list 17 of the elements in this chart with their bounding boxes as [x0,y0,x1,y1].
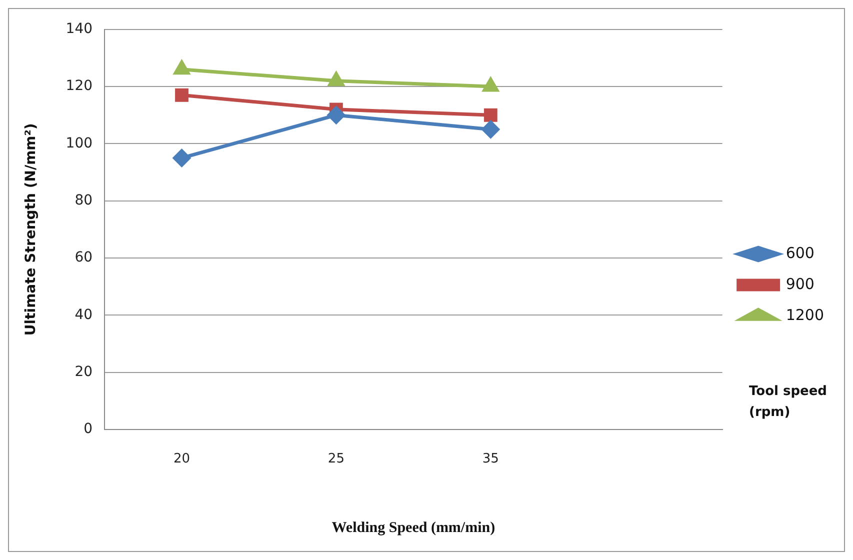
y-tick-label: 120 [66,78,93,94]
x-tick-label: 35 [482,452,499,467]
y-tick-label: 60 [74,250,93,266]
y-tick-label: 0 [84,421,93,438]
y-tick-label: 20 [74,364,93,380]
y-tick-label: 80 [74,192,93,208]
y-tick-label: 100 [66,135,93,152]
x-axis-title: Welding Speed (mm/min) [332,520,496,536]
legend-label: 600 [786,244,814,262]
y-tick-label: 140 [66,21,93,38]
y-axis-title: Ultimate Strength (N/mm²) [23,123,40,336]
x-tick-label: 20 [173,452,190,467]
legend-label: 1200 [786,306,824,324]
legend-title: Tool speed (rpm) [749,383,828,422]
y-tick-label: 40 [74,306,93,323]
x-tick-label: 25 [328,452,344,467]
legend-label: 900 [786,274,814,293]
